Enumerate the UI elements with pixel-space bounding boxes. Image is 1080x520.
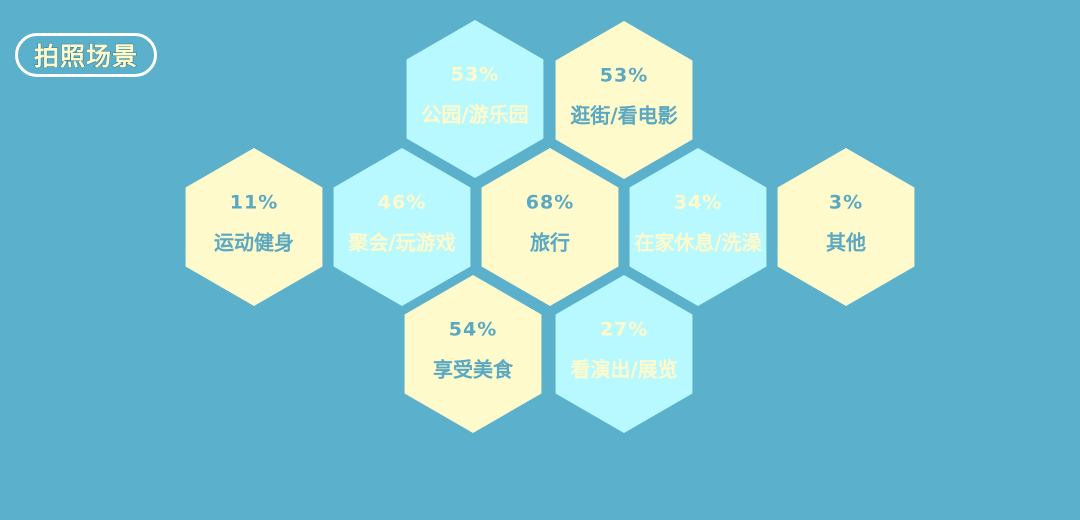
hex-value-label: 53% (600, 65, 648, 87)
hex-shape (555, 275, 693, 433)
hex-tile: 46% 聚会/玩游戏 (333, 148, 471, 306)
hex-shape (555, 21, 693, 179)
hex-value-label: 54% (449, 319, 497, 341)
hex-shape (406, 20, 544, 178)
hex-value-label: 68% (526, 192, 574, 214)
hex-shape (777, 148, 915, 306)
hex-shape (629, 148, 767, 306)
hex-category-label: 运动健身 (214, 231, 294, 255)
hex-value-label: 27% (600, 319, 648, 341)
hex-tile: 54% 享受美食 (404, 275, 542, 433)
hex-shape (333, 148, 471, 306)
hex-category-label: 逛街/看电影 (570, 104, 677, 128)
hex-value-label: 11% (230, 192, 278, 214)
hex-value-label: 3% (829, 192, 863, 214)
hex-tile: 68% 旅行 (481, 148, 619, 306)
hex-category-label: 享受美食 (433, 358, 514, 382)
hex-category-label: 其他 (826, 231, 866, 255)
hex-shape (185, 148, 323, 306)
hex-shape (404, 275, 542, 433)
hex-value-label: 34% (674, 192, 722, 214)
hex-value-label: 53% (451, 64, 499, 86)
hex-tile: 27% 看演出/展览 (555, 275, 693, 433)
hex-tile: 53% 逛街/看电影 (555, 21, 693, 179)
hex-tile: 3% 其他 (777, 148, 915, 306)
hex-category-label: 公园/游乐园 (421, 103, 528, 127)
hex-shape (481, 148, 619, 306)
chart-title: 拍照场景 (15, 33, 157, 77)
hex-tile: 53% 公园/游乐园 (406, 20, 544, 178)
hex-category-label: 旅行 (530, 231, 570, 255)
hex-tile: 11% 运动健身 (185, 148, 323, 306)
hex-tile: 34% 在家休息/洗澡 (629, 148, 767, 306)
hex-category-label: 看演出/展览 (570, 358, 677, 382)
hex-category-label: 聚会/玩游戏 (347, 231, 455, 255)
hex-value-label: 46% (378, 192, 426, 214)
hex-category-label: 在家休息/洗澡 (634, 231, 762, 255)
